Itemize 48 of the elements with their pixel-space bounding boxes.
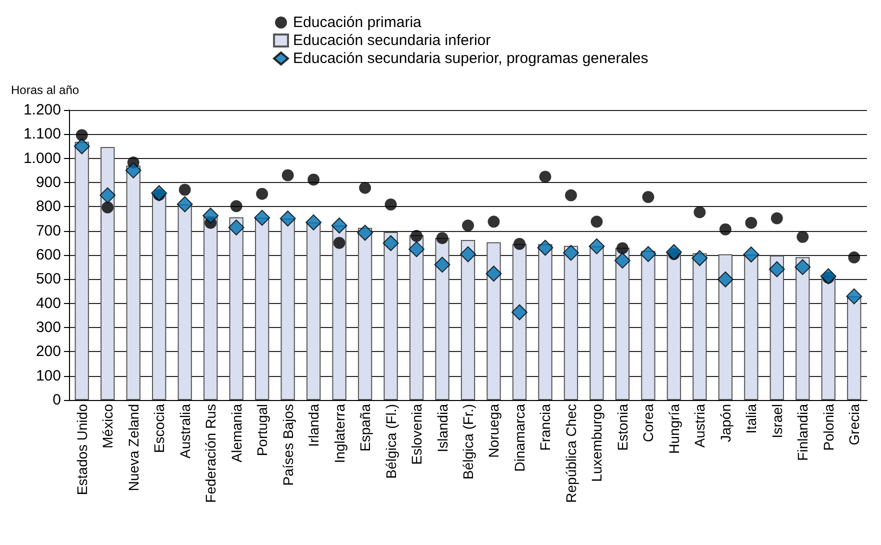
x-tick-label: España: [357, 404, 374, 452]
legend-label: Educación secundaria superior, programas generales: [293, 50, 648, 67]
x-tick-label: Finlandia: [794, 404, 811, 461]
y-tick-label: 1.100: [23, 126, 61, 143]
x-tick-label: Bélgica (Fr.): [460, 404, 476, 480]
y-tick-label: 1.000: [23, 150, 61, 167]
x-tick-label: Nueva Zeland: [125, 404, 142, 492]
x-tick-label: Bélgica (Fl.): [382, 404, 399, 479]
x-tick-label: Israel: [768, 404, 785, 438]
y-tick-label: 800: [36, 198, 61, 216]
x-tick-label: Estonia: [614, 404, 630, 451]
x-tick-label: Grecia: [846, 404, 862, 446]
y-tick-label: 400: [36, 294, 61, 312]
x-tick-label: Eslovenia: [408, 404, 425, 465]
x-tick-label: Francia: [537, 404, 554, 451]
y-tick-label: 500: [36, 270, 61, 288]
x-tick-label: Dinamarca: [511, 404, 528, 472]
x-tick-label: México: [100, 404, 116, 448]
y-tick-label: 900: [36, 174, 61, 191]
y-tick-label: 100: [36, 367, 61, 384]
x-tick-label: Escocia: [151, 404, 168, 454]
y-tick-label: 200: [36, 343, 61, 360]
y-axis-title: Horas al año: [11, 83, 80, 97]
x-tick-label: Luxemburgo: [588, 404, 605, 482]
x-tick-label: Portugal: [254, 404, 270, 456]
x-tick-label: República Chec: [562, 404, 579, 503]
x-tick-label: Federación Rus: [202, 404, 219, 503]
x-tick-label: Corea: [640, 404, 656, 442]
x-tick-label: Austria: [692, 404, 708, 448]
x-tick-label: Irlanda: [306, 404, 322, 447]
y-tick-label: 0: [52, 392, 61, 408]
legend-label: Educación primaria: [293, 14, 422, 31]
x-tick-label: Estados Unido: [74, 404, 90, 496]
y-tick-label: 700: [36, 222, 61, 240]
x-tick-label: Inglaterra: [331, 404, 348, 464]
y-tick-label: 600: [36, 246, 61, 264]
x-tick-label: Islandia: [434, 404, 450, 452]
x-tick-label: Polonia: [820, 404, 836, 451]
y-tick-label: 1.200: [23, 102, 61, 118]
x-tick-label: Australia: [176, 404, 193, 458]
x-tick-label: Países Bajos: [280, 404, 296, 486]
x-tick-label: Alemania: [228, 404, 244, 462]
x-tick-label: Noruega: [486, 404, 502, 458]
x-tick-label: Japón: [717, 404, 734, 442]
y-tick-label: 300: [36, 319, 61, 336]
x-tick-label: Hungría: [666, 404, 682, 454]
x-tick-label: Italia: [743, 404, 760, 434]
legend-label: Educación secundaria inferior: [293, 32, 491, 49]
